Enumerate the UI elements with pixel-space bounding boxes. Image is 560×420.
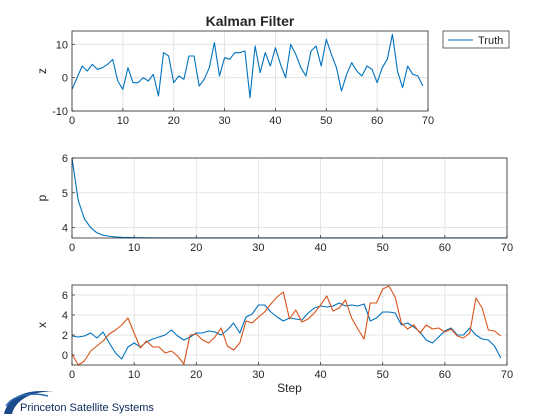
x-tick-label: 40 (314, 369, 326, 381)
y-tick-label: 6 (62, 290, 68, 302)
x-tick-label: 30 (252, 369, 264, 381)
y-tick-label: 4 (62, 310, 68, 322)
y-tick-label: 5 (62, 188, 68, 200)
y-axis-label: z (35, 68, 49, 74)
logo-swoosh-icon (4, 390, 54, 414)
x-tick-label: 20 (190, 369, 202, 381)
subplot-3: 0 10 20 30 40 50 60 70 0 2 4 6 x Step (35, 284, 513, 395)
legend: Truth (442, 30, 510, 49)
y-tick-label: 0 (62, 350, 68, 362)
x-tick-label: 40 (269, 115, 281, 127)
y-tick-label: 0 (62, 73, 68, 85)
y-tick-label: -10 (52, 106, 68, 118)
x-tick-label: 0 (69, 115, 75, 127)
logo-text: Princeton Satellite Systems (20, 402, 154, 414)
logo-orbit-icon (5, 393, 49, 407)
y-tick-label: 6 (62, 153, 68, 165)
x-tick-label: 0 (69, 369, 75, 381)
series-line-truth (71, 33, 424, 99)
axes-frame (71, 284, 508, 366)
x-tick-label: 60 (371, 115, 383, 127)
y-tick-label: 10 (56, 39, 68, 51)
x-tick-label: 0 (69, 242, 75, 254)
legend-label: Truth (478, 35, 503, 47)
plot-area (72, 31, 428, 111)
x-tick-label: 70 (501, 369, 513, 381)
legend-box (442, 30, 510, 49)
x-tick-label: 50 (377, 242, 389, 254)
y-axis-label: p (35, 194, 49, 201)
axes-frame (71, 157, 508, 239)
x-tick-label: 10 (128, 242, 140, 254)
x-tick-label: 20 (190, 242, 202, 254)
x-tick-label: 50 (320, 115, 332, 127)
y-axis-label: x (35, 322, 49, 328)
princeton-satellite-systems-logo: Princeton Satellite Systems (4, 390, 154, 414)
x-tick-label: 30 (252, 242, 264, 254)
x-tick-label: 70 (422, 115, 434, 127)
x-tick-label: 60 (439, 369, 451, 381)
x-tick-label: 50 (377, 369, 389, 381)
x-tick-label: 40 (314, 242, 326, 254)
axes-frame (71, 30, 429, 112)
y-tick-label: 2 (62, 330, 68, 342)
x-tick-label: 30 (218, 115, 230, 127)
x-tick-label: 10 (117, 115, 129, 127)
x-axis-label: Step (277, 381, 302, 395)
series-line-2 (71, 285, 502, 366)
plot-area (72, 285, 507, 365)
x-tick-label: 70 (501, 242, 513, 254)
x-tick-label: 10 (128, 369, 140, 381)
chart-title: Kalman Filter (206, 13, 295, 29)
y-tick-label: 4 (62, 223, 68, 235)
plot-area (72, 158, 507, 238)
x-tick-label: 60 (439, 242, 451, 254)
x-tick-label: 20 (168, 115, 180, 127)
subplot-2: 0 10 20 30 40 50 60 70 4 5 6 p (35, 153, 513, 254)
